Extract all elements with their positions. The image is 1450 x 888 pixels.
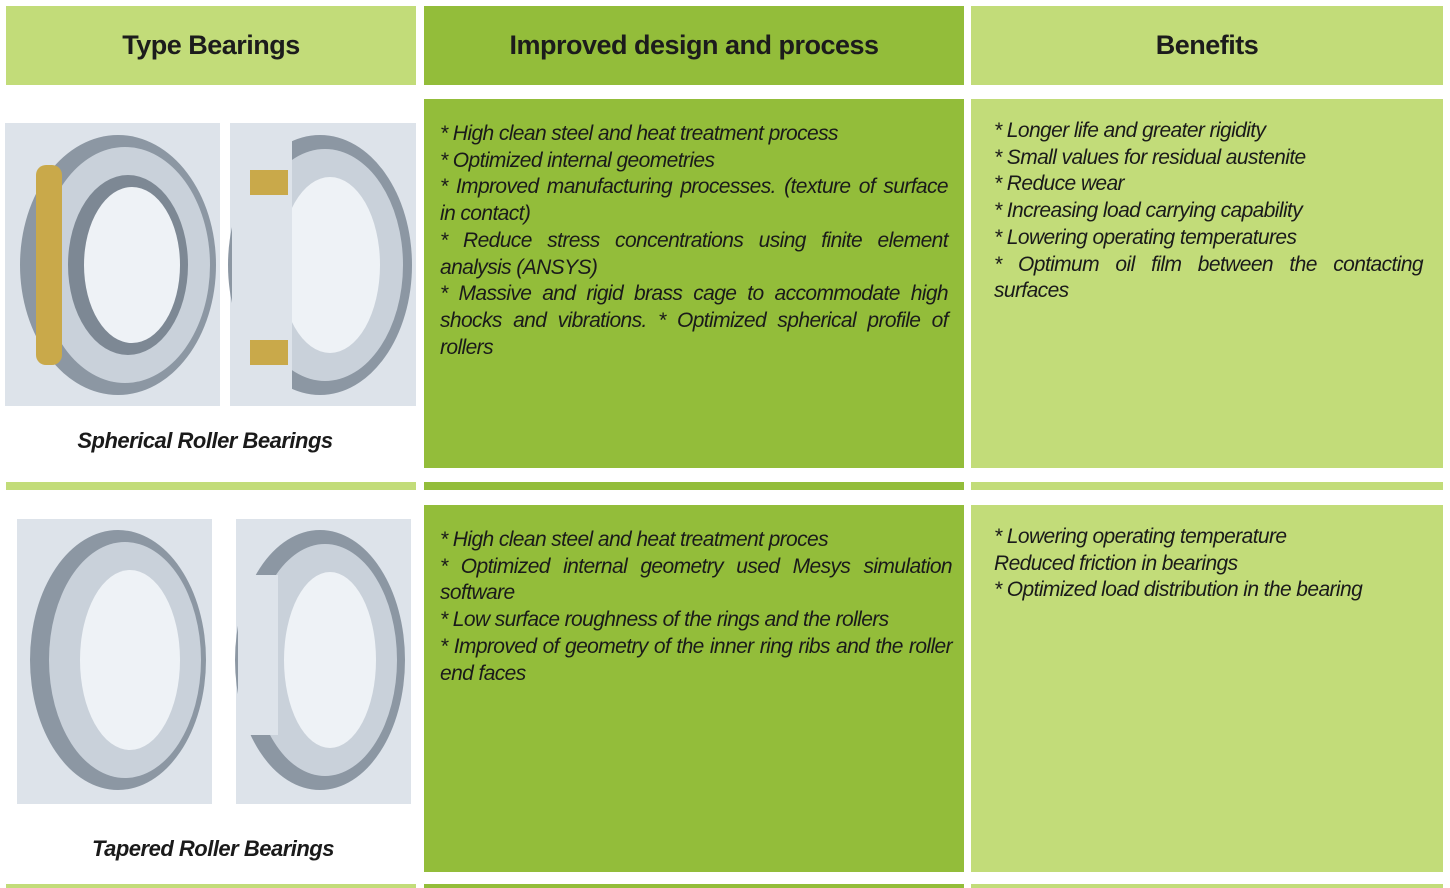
- divider: [971, 482, 1443, 490]
- bearing-type: Tapered Roller Bearings: [92, 836, 334, 861]
- improved-cell: * High clean steel and heat treatment pr…: [424, 99, 964, 468]
- benefits-item: * Small values for residual austenite: [994, 145, 1306, 169]
- benefits-item: * Lowering operating temperature: [994, 525, 1287, 548]
- spherical-bearing-images: [5, 123, 416, 406]
- tapered-bearing-images: [17, 519, 411, 804]
- divider: [6, 482, 416, 490]
- improved-item: * High clean steel and heat treatment pr…: [440, 528, 829, 551]
- improved-item: * Optimized internal geometry used Mesys…: [440, 554, 953, 605]
- bearing-type: Spherical Roller Bearings: [77, 428, 333, 453]
- benefits-cell: * Lowering operating temperature Reduced …: [971, 505, 1443, 872]
- header-cell: Benefits: [971, 6, 1443, 85]
- divider: [424, 482, 964, 490]
- benefits-item: * Longer life and greater rigidity: [994, 119, 1266, 142]
- divider: [971, 884, 1443, 888]
- divider: [424, 884, 964, 888]
- benefits-item: * Lowering operating temperatures: [994, 225, 1297, 249]
- divider: [6, 884, 416, 888]
- benefits-item: * Optimized load distribution in the bea…: [994, 578, 1363, 602]
- improved-cell: * High clean steel and heat treatment pr…: [424, 505, 964, 872]
- improved-item: * Low surface roughness of the rings and…: [440, 608, 889, 632]
- benefits-list: * Longer life and greater rigidity * Smal…: [994, 118, 1424, 305]
- improved-item: * Massive and rigid brass cage to accomm…: [440, 282, 949, 359]
- benefits-item: * Increasing load carrying capability: [994, 199, 1303, 223]
- benefits-item: Reduced friction in bearings: [994, 551, 1238, 575]
- improved-list: * High clean steel and heat treatment pr…: [440, 527, 953, 687]
- improved-item: * Reduce stress concentrations using fin…: [440, 228, 949, 279]
- benefits-item: * Optimum oil film between the contactin…: [994, 252, 1424, 303]
- improved-item: * Improved of geometry of the inner ring…: [440, 634, 953, 685]
- benefits-item: * Reduce wear: [994, 172, 1125, 196]
- improved-item: * High clean steel and heat treatment pr…: [440, 122, 839, 145]
- header-cell: Type Bearings: [6, 6, 416, 85]
- improved-list: * High clean steel and heat treatment pr…: [440, 121, 949, 361]
- benefits-cell: * Longer life and greater rigidity * Smal…: [971, 99, 1443, 468]
- benefits-list: * Lowering operating temperature Reduced …: [994, 524, 1423, 604]
- improved-item: * Optimized internal geometries: [440, 148, 715, 172]
- improved-item: * Improved manufacturing processes. (tex…: [440, 175, 949, 226]
- header-cell: Improved design and process: [424, 6, 964, 85]
